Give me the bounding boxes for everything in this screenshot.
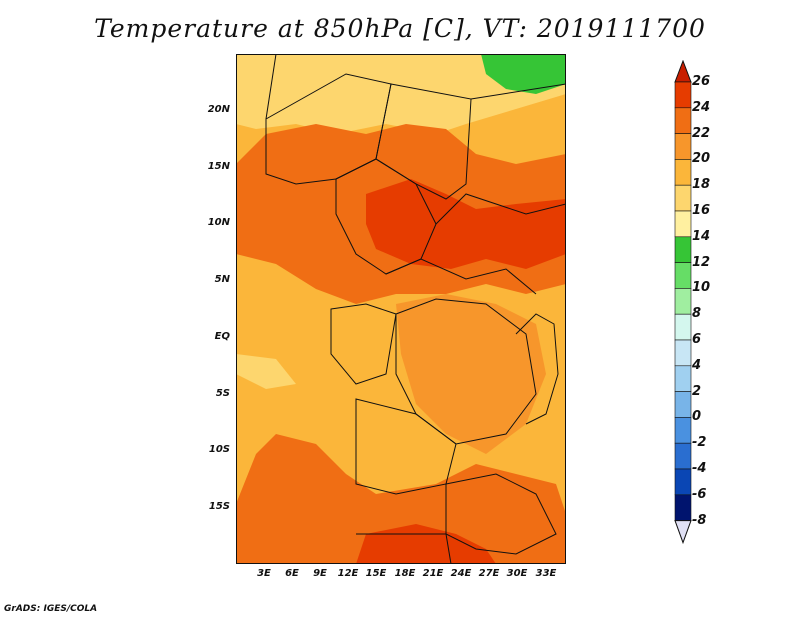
colorbar-swatch — [674, 288, 692, 315]
colorbar-swatch — [674, 494, 692, 521]
colorbar-swatch — [674, 417, 692, 444]
colorbar-swatch — [674, 184, 692, 212]
temperature-map — [236, 54, 566, 564]
colorbar-label: 24 — [692, 99, 711, 115]
credit-text: GrADS: IGES/COLA — [4, 604, 98, 614]
colorbar-label: 12 — [692, 254, 711, 270]
colorbar-label: 4 — [692, 357, 702, 373]
lat-label: EQ — [214, 331, 230, 342]
colorbar-swatch — [674, 107, 692, 134]
colorbar-swatch — [674, 133, 692, 160]
colorbar-swatch — [674, 262, 692, 289]
chart-title: Temperature at 850hPa [C], VT: 201911170… — [94, 14, 706, 43]
colorbar-label: 6 — [692, 332, 702, 347]
colorbar-swatch — [674, 391, 692, 418]
lat-label: 5S — [215, 388, 230, 399]
lat-label: 15S — [208, 501, 230, 512]
lon-label: 15E — [365, 568, 387, 579]
lat-label: 10N — [207, 217, 230, 228]
colorbar-label: -6 — [692, 486, 707, 502]
colorbar-swatch — [674, 236, 692, 263]
colorbar-label: -8 — [692, 512, 707, 528]
colorbar-swatch — [674, 313, 692, 341]
lat-label: 15N — [207, 161, 230, 172]
sahel-dark-core — [366, 179, 566, 269]
lon-label: 24E — [450, 568, 472, 579]
lon-label: 9E — [313, 568, 327, 579]
colorbar-swatch — [674, 365, 692, 392]
colorbar-swatch — [674, 81, 692, 109]
colorbar-label: -4 — [692, 461, 707, 476]
colorbar-label: 14 — [692, 228, 711, 244]
colorbar-label: 10 — [692, 280, 711, 296]
lon-label: 27E — [478, 568, 500, 579]
lon-label: 18E — [394, 568, 416, 579]
central-basin — [396, 294, 546, 454]
colorbar-swatch — [674, 339, 692, 367]
colorbar-label: 26 — [692, 74, 711, 89]
colorbar-label: 22 — [692, 125, 711, 141]
coastal-yellow-strip — [236, 354, 296, 389]
colorbar-top-arrow — [674, 60, 692, 83]
colorbar-label: 20 — [692, 151, 711, 167]
southern-orange — [236, 434, 566, 564]
colorbar-swatch — [674, 442, 692, 470]
lat-label: 20N — [207, 104, 230, 115]
lat-label: 5N — [214, 274, 230, 285]
colorbar-swatch — [674, 210, 692, 238]
colorbar-label: 2 — [692, 383, 702, 399]
lon-label: 30E — [506, 568, 528, 579]
colorbar-label: 0 — [692, 409, 702, 425]
colorbar-swatch — [674, 468, 692, 496]
colorbar-bottom-arrow — [674, 520, 692, 545]
green-cold-patch — [481, 54, 566, 94]
lon-label: 33E — [535, 568, 557, 579]
colorbar-label: 18 — [692, 177, 711, 193]
colorbar-label: 8 — [692, 306, 702, 322]
lon-label: 3E — [257, 568, 271, 579]
colorbar-label: -2 — [692, 435, 707, 451]
lat-label: 10S — [208, 444, 230, 455]
lon-label: 21E — [422, 568, 444, 579]
country-borders — [265, 54, 566, 564]
lon-label: 6E — [285, 568, 299, 579]
colorbar — [674, 60, 692, 545]
lon-label: 12E — [337, 568, 359, 579]
colorbar-swatch — [674, 159, 692, 186]
colorbar-label: 16 — [692, 203, 711, 218]
north-yellow-band — [236, 54, 566, 134]
map-frame — [236, 54, 566, 564]
